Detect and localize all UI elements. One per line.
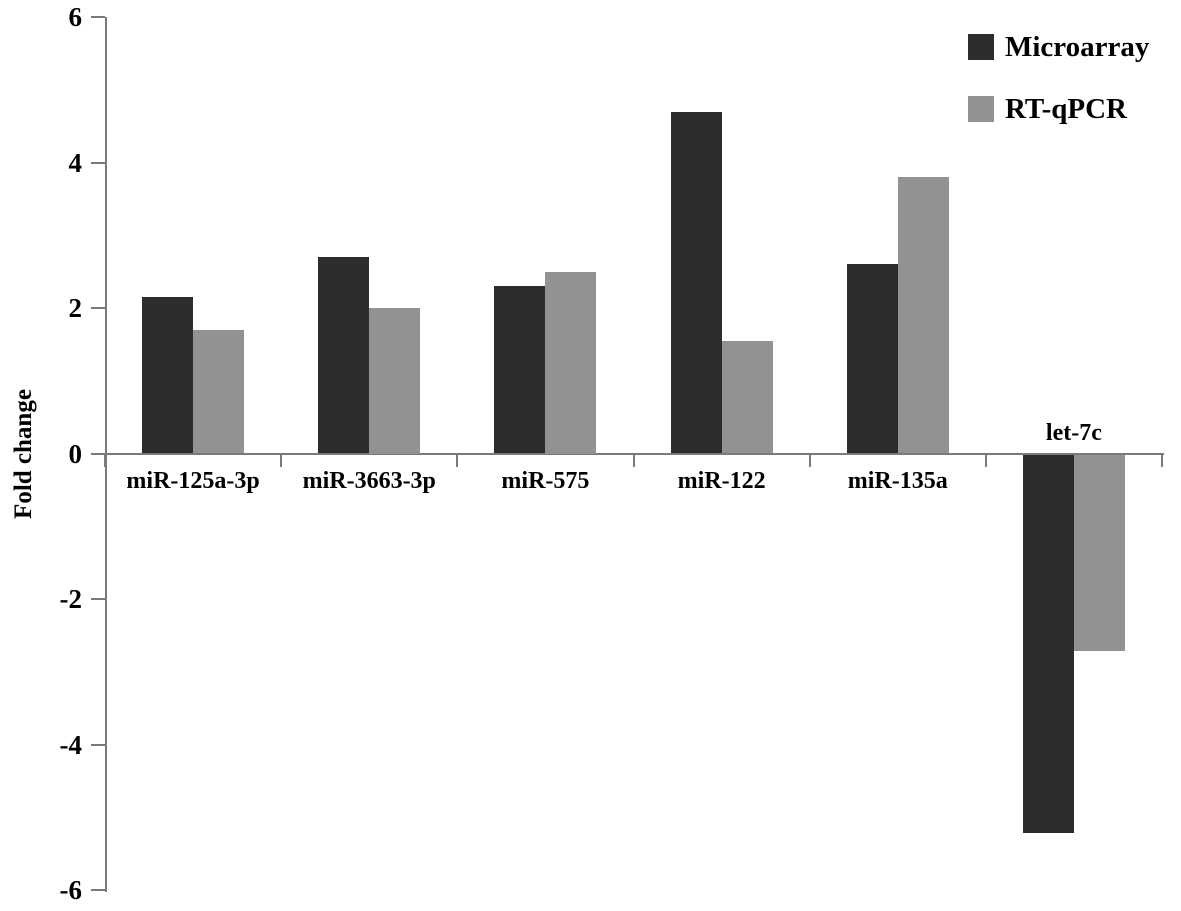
legend-label-rtqpcr: RT-qPCR (1005, 93, 1127, 125)
bar-rtqpcr-mir-122 (721, 340, 773, 454)
category-label-mir-122: miR-122 (677, 467, 766, 494)
bar-rtqpcr-let-7c (1073, 454, 1125, 651)
bar-rtqpcr-mir-575 (545, 271, 597, 454)
x-tick-mark (808, 453, 811, 467)
bar-rtqpcr-mir-125a-3p (193, 329, 245, 454)
x-axis-line (105, 452, 1164, 455)
x-tick-mark (632, 453, 635, 467)
category-label-mir-135a: miR-135a (847, 467, 948, 494)
bar-microarray-mir-122 (670, 111, 722, 454)
bar-rtqpcr-mir-3663-3p (369, 308, 421, 454)
category-label-mir-575: miR-575 (501, 467, 590, 494)
y-tick-label: -6 (59, 875, 83, 905)
microarray-swatch-icon (968, 34, 994, 60)
category-label-mir-3663-3p: miR-3663-3p (302, 467, 436, 494)
legend-label-microarray: Microarray (1005, 31, 1150, 63)
y-tick-label: 6 (68, 2, 83, 32)
legend-item-microarray: Microarray (968, 31, 1150, 63)
legend: Microarray RT-qPCR (968, 31, 1150, 125)
x-tick-mark (1161, 453, 1163, 467)
y-tick-label: -2 (59, 584, 83, 614)
bar-microarray-mir-135a (846, 264, 898, 454)
y-tick-mark (91, 598, 105, 600)
y-tick-label: 2 (68, 293, 83, 323)
x-tick-mark (104, 453, 106, 467)
y-tick-mark (91, 452, 105, 455)
y-axis-line (105, 17, 107, 892)
bar-microarray-mir-575 (494, 286, 546, 454)
y-tick-mark (91, 161, 105, 164)
bar-microarray-mir-3663-3p (318, 257, 370, 454)
y-tick-mark (91, 16, 105, 18)
x-tick-mark (280, 453, 283, 467)
bar-microarray-let-7c (1022, 454, 1074, 833)
y-tick-label: 4 (68, 147, 83, 178)
x-tick-mark (456, 453, 459, 467)
x-tick-mark (984, 453, 987, 467)
category-label-mir-125a-3p: miR-125a-3p (126, 467, 260, 494)
bar-rtqpcr-mir-135a (897, 177, 949, 454)
y-tick-mark (91, 889, 105, 891)
y-tick-label: -4 (59, 729, 83, 760)
y-tick-mark (91, 307, 105, 309)
category-label-let-7c: let-7c (1045, 419, 1102, 446)
y-tick-label: 0 (68, 438, 83, 469)
rtqpcr-swatch-icon (968, 96, 994, 122)
y-tick-mark (91, 743, 105, 746)
legend-item-rtqpcr: RT-qPCR (968, 93, 1149, 125)
bar-microarray-mir-125a-3p (142, 297, 194, 454)
